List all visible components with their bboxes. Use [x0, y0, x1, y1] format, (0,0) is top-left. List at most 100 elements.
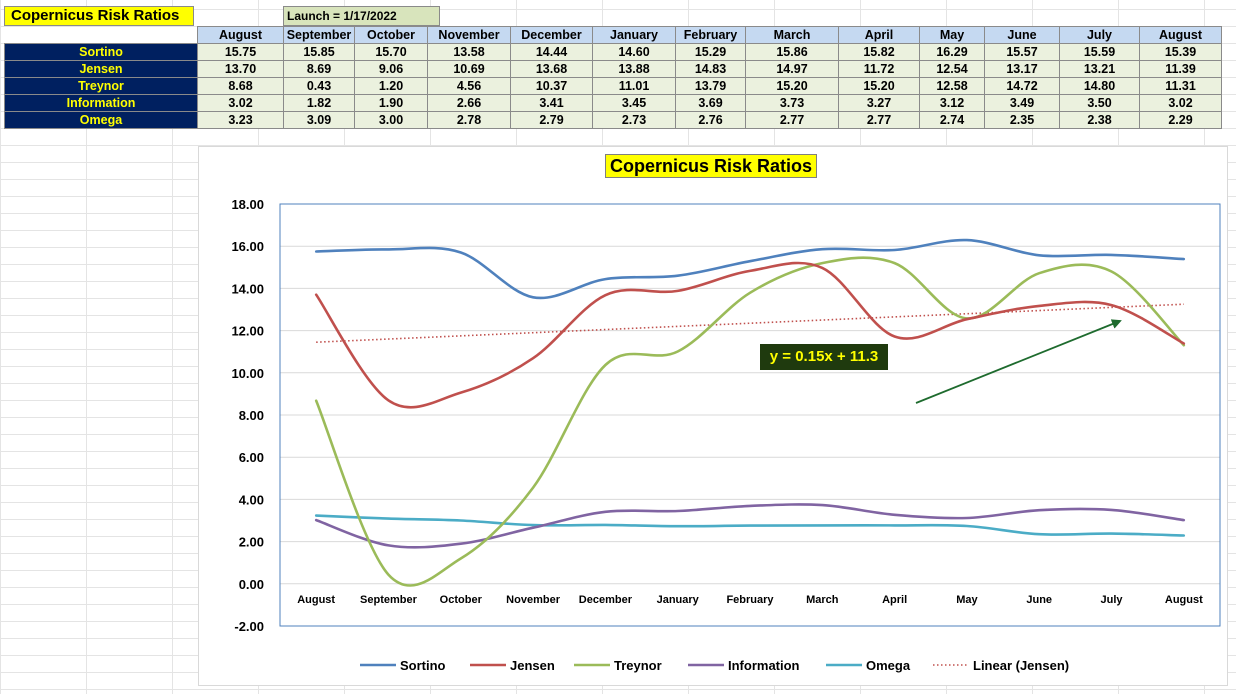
series-line-sortino	[314, 238, 1186, 300]
table-cell[interactable]: 2.66	[427, 94, 511, 112]
table-row: Information 3.02 1.82 1.90 2.66 3.41 3.45 3.69 3…	[4, 94, 1222, 112]
month-header[interactable]: July	[1059, 26, 1140, 44]
table-cell[interactable]: 11.39	[1139, 60, 1222, 78]
row-label[interactable]: Treynor	[4, 77, 198, 95]
table-cell[interactable]: 2.79	[510, 111, 593, 129]
table-cell[interactable]: 3.50	[1059, 94, 1140, 112]
table-cell[interactable]: 11.31	[1139, 77, 1222, 95]
month-header[interactable]: April	[838, 26, 920, 44]
month-header[interactable]: February	[675, 26, 746, 44]
table-cell[interactable]: 1.90	[354, 94, 428, 112]
table-cell[interactable]: 3.02	[1139, 94, 1222, 112]
table-cell[interactable]: 13.68	[510, 60, 593, 78]
table-cell[interactable]: 3.12	[919, 94, 985, 112]
legend-label: Jensen	[510, 658, 555, 673]
chart-area[interactable]	[198, 146, 1228, 686]
table-cell[interactable]: 3.73	[745, 94, 839, 112]
table-cell[interactable]: 15.20	[745, 77, 839, 95]
x-tick-label: February	[726, 594, 774, 606]
table-cell[interactable]: 2.35	[984, 111, 1060, 129]
table-cell[interactable]: 13.88	[592, 60, 676, 78]
table-cell[interactable]: 15.82	[838, 43, 920, 61]
table-cell[interactable]: 3.02	[197, 94, 284, 112]
table-cell[interactable]: 1.20	[354, 77, 428, 95]
table-cell[interactable]: 13.58	[427, 43, 511, 61]
table-cell[interactable]: 3.69	[675, 94, 746, 112]
chart-title[interactable]: Copernicus Risk Ratios	[605, 154, 818, 178]
table-cell[interactable]: 14.97	[745, 60, 839, 78]
table-cell[interactable]: 15.57	[984, 43, 1060, 61]
table-cell[interactable]: 2.73	[592, 111, 676, 129]
month-header[interactable]: October	[354, 26, 428, 44]
month-header[interactable]: May	[919, 26, 985, 44]
table-cell[interactable]: 4.56	[427, 77, 511, 95]
row-label[interactable]: Sortino	[4, 43, 198, 61]
table-cell[interactable]: 10.69	[427, 60, 511, 78]
trendline-equation-label[interactable]: y = 0.15x + 11.3	[760, 344, 888, 370]
table-cell[interactable]: 2.76	[675, 111, 746, 129]
table-cell[interactable]: 2.77	[838, 111, 920, 129]
month-header[interactable]: November	[427, 26, 511, 44]
table-cell[interactable]: 13.21	[1059, 60, 1140, 78]
table-cell[interactable]: 15.75	[197, 43, 284, 61]
plot-area-frame	[279, 203, 1221, 627]
legend-label: Omega	[866, 658, 911, 673]
month-header[interactable]: January	[592, 26, 676, 44]
table-cell[interactable]: 13.70	[197, 60, 284, 78]
series-line-treynor	[314, 256, 1186, 587]
legend-label: Information	[728, 658, 800, 673]
table-cell[interactable]: 14.80	[1059, 77, 1140, 95]
table-cell[interactable]: 15.59	[1059, 43, 1140, 61]
table-cell[interactable]: 3.00	[354, 111, 428, 129]
row-label[interactable]: Information	[4, 94, 198, 112]
month-header[interactable]: September	[283, 26, 355, 44]
table-cell[interactable]: 16.29	[919, 43, 985, 61]
table-cell[interactable]: 3.27	[838, 94, 920, 112]
table-cell[interactable]: 9.06	[354, 60, 428, 78]
table-cell[interactable]: 14.60	[592, 43, 676, 61]
table-cell[interactable]: 8.68	[197, 77, 284, 95]
table-cell[interactable]: 10.37	[510, 77, 593, 95]
row-label[interactable]: Omega	[4, 111, 198, 129]
month-header[interactable]: March	[745, 26, 839, 44]
table-cell[interactable]: 3.41	[510, 94, 593, 112]
table-cell[interactable]: 2.38	[1059, 111, 1140, 129]
table-cell[interactable]: 14.44	[510, 43, 593, 61]
table-cell[interactable]: 15.29	[675, 43, 746, 61]
month-header[interactable]: December	[510, 26, 593, 44]
table-corner-cell[interactable]	[4, 26, 198, 44]
month-header[interactable]: August	[1139, 26, 1222, 44]
table-cell[interactable]: 11.72	[838, 60, 920, 78]
month-header[interactable]: August	[197, 26, 284, 44]
launch-date-label[interactable]: Launch = 1/17/2022	[283, 6, 440, 26]
table-cell[interactable]: 11.01	[592, 77, 676, 95]
table-cell[interactable]: 2.29	[1139, 111, 1222, 129]
month-header[interactable]: June	[984, 26, 1060, 44]
table-cell[interactable]: 1.82	[283, 94, 355, 112]
table-cell[interactable]: 2.77	[745, 111, 839, 129]
table-cell[interactable]: 3.49	[984, 94, 1060, 112]
table-cell[interactable]: 12.58	[919, 77, 985, 95]
row-label[interactable]: Jensen	[4, 60, 198, 78]
table-cell[interactable]: 14.72	[984, 77, 1060, 95]
table-cell[interactable]: 3.45	[592, 94, 676, 112]
table-cell[interactable]: 8.69	[283, 60, 355, 78]
table-cell[interactable]: 2.74	[919, 111, 985, 129]
table-cell[interactable]: 12.54	[919, 60, 985, 78]
table-cell[interactable]: 0.43	[283, 77, 355, 95]
table-cell[interactable]: 13.17	[984, 60, 1060, 78]
table-cell[interactable]: 15.39	[1139, 43, 1222, 61]
table-cell[interactable]: 3.23	[197, 111, 284, 129]
table-cell[interactable]: 13.79	[675, 77, 746, 95]
table-cell[interactable]: 14.83	[675, 60, 746, 78]
table-cell[interactable]: 15.85	[283, 43, 355, 61]
table-cell[interactable]: 3.09	[283, 111, 355, 129]
x-tick-label: May	[956, 594, 978, 606]
table-cell[interactable]: 15.20	[838, 77, 920, 95]
line-chart[interactable]: 18.00 16.00 14.00 12.00 10.00 8.00 6.00 4.00 2.0…	[198, 146, 1228, 686]
legend-label: Linear (Jensen)	[973, 658, 1069, 673]
table-cell[interactable]: 15.86	[745, 43, 839, 61]
table-cell[interactable]: 2.78	[427, 111, 511, 129]
table-cell[interactable]: 15.70	[354, 43, 428, 61]
sheet-title[interactable]: Copernicus Risk Ratios	[4, 6, 194, 26]
